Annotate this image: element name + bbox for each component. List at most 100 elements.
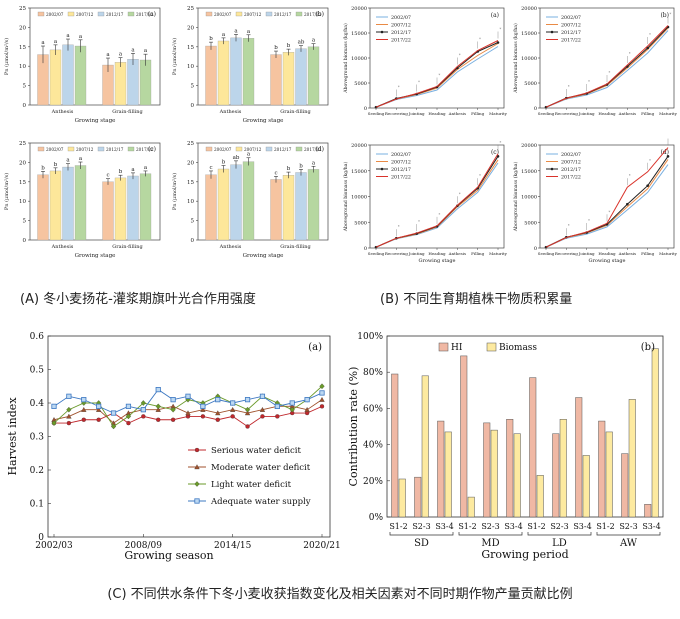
y-tick-label: 20000 [351, 6, 367, 12]
legend-marker [550, 30, 554, 34]
y-tick-label: 5 [191, 84, 195, 90]
legend-label: 2017/22 [561, 38, 581, 44]
legend-marker [550, 167, 554, 171]
y-tick-label: 25 [187, 141, 194, 147]
legend-label: 2017/22 [304, 12, 322, 17]
data-point [66, 393, 72, 399]
contribution-rate-bar-chart: 0% 20% 40% 60% 80% 100% Contribution rate (%) S… [347, 332, 664, 561]
x-tick-label: 2014/15 [214, 541, 252, 551]
panel-label: (b) [641, 342, 655, 353]
bar [282, 175, 295, 241]
bar [102, 181, 114, 241]
legend-swatch [265, 146, 273, 152]
bar [437, 420, 445, 518]
legend-label: 2017/22 [391, 38, 411, 44]
bar [391, 373, 399, 518]
legend-marker [194, 481, 200, 487]
data-point [81, 397, 87, 403]
significance-letter: c [274, 170, 277, 176]
y-tick-label: 20 [19, 25, 26, 31]
series-line [375, 43, 499, 108]
bar [139, 173, 152, 241]
x-axis-label: Growing stage [419, 258, 456, 264]
y-tick-label: 0 [534, 246, 537, 252]
data-point [304, 397, 310, 403]
bar [628, 399, 636, 518]
y-axis-label: Aboveground biomass (kg/ha) [512, 23, 519, 94]
data-point [140, 400, 146, 406]
x-tick-label: Anthesis [618, 251, 636, 256]
data-point [126, 420, 131, 426]
panel-label: (b) [315, 11, 324, 18]
data-point [304, 406, 310, 412]
biomass-line-chart-b: 0 5000 10000 15000 20000 Aboveground biomass … [512, 6, 678, 116]
bar [242, 38, 255, 106]
y-axis-label: Harvest index [6, 397, 19, 476]
x-tick-label: S1-2 [527, 522, 545, 531]
data-point [245, 424, 250, 429]
y-tick-label: 5000 [524, 81, 537, 87]
bar [552, 433, 560, 518]
data-point [155, 387, 161, 393]
data-point [200, 403, 206, 409]
y-tick-label: 20% [363, 477, 383, 487]
bar [506, 419, 514, 518]
significance-mark: * [459, 192, 461, 196]
significance-mark: * [439, 213, 441, 217]
bar [414, 476, 422, 518]
y-tick-label: 0.3 [30, 433, 45, 443]
x-tick-label: Anthesis [219, 244, 242, 250]
data-point [646, 184, 649, 187]
legend-label: 2002/07 [46, 147, 64, 152]
x-tick-label: Anthesis [618, 111, 636, 116]
data-point [66, 420, 72, 426]
significance-mark: * [649, 159, 651, 163]
legend-marker [380, 167, 384, 171]
legend-label: 2002/07 [561, 15, 581, 21]
y-tick-label: 10 [19, 199, 26, 205]
x-tick-label: Maturity [489, 111, 507, 116]
significance-letter: a [222, 32, 226, 38]
bar [127, 175, 139, 241]
data-point [110, 423, 117, 430]
bar [307, 169, 320, 241]
data-point [496, 41, 500, 44]
data-point [51, 403, 57, 409]
x-tick-label: Maturity [489, 251, 507, 256]
data-point [141, 414, 146, 419]
bar [62, 166, 74, 241]
data-point [666, 155, 670, 158]
data-point [200, 414, 206, 419]
bar [582, 455, 590, 518]
y-axis-label: Aboveground biomass (kg/ha) [512, 162, 519, 233]
data-point [319, 396, 325, 402]
x-tick-label: Anthesis [51, 109, 74, 115]
data-point [66, 413, 72, 419]
x-tick-label: Jointing [578, 251, 595, 256]
x-tick-label: Jointing [408, 111, 425, 116]
legend-swatch [265, 11, 273, 17]
significance-letter: a [119, 52, 123, 58]
x-tick-label: S3-4 [504, 522, 522, 531]
series-line [375, 159, 499, 248]
data-point [259, 406, 266, 412]
significance-letter: a [247, 29, 251, 35]
bar [651, 348, 659, 518]
x-tick-label: S2-3 [481, 522, 499, 531]
y-tick-label: 15 [187, 45, 194, 51]
significance-mark: * [500, 28, 502, 32]
y-tick-label: 25 [187, 6, 194, 12]
x-tick-label: Heading [428, 111, 446, 116]
data-point [66, 406, 72, 413]
group-label: MD [481, 538, 499, 549]
y-axis-label: Aboveground biomass (kg/ha) [342, 162, 349, 233]
legend-label: 2007/12 [244, 12, 262, 17]
significance-letter: a [66, 33, 70, 39]
x-tick-label: S1-2 [458, 522, 476, 531]
group-bracket [458, 532, 523, 536]
bar [295, 172, 307, 241]
photosynthesis-bar-chart-d: 0 5 10 15 20 25 Pn (μmol/m²/s) (d) 2002/07 2007/1… [171, 141, 329, 259]
legend-label: 2012/17 [274, 147, 292, 152]
x-tick-label: Heading [598, 251, 616, 256]
significance-letter: b [209, 36, 213, 42]
